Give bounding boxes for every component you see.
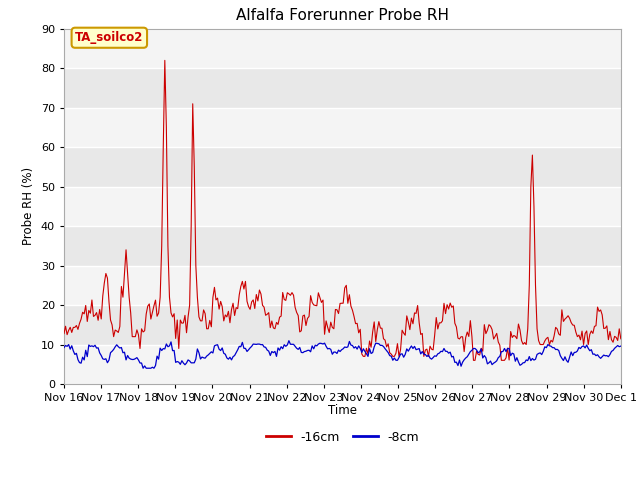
-16cm xyxy=(129,334,136,339)
Bar xyxy=(64,108,621,147)
-16cm xyxy=(589,331,596,336)
-16cm xyxy=(161,58,169,63)
Text: TA_soilco2: TA_soilco2 xyxy=(75,31,143,44)
-16cm xyxy=(246,306,254,312)
-8cm xyxy=(617,343,625,349)
-8cm xyxy=(129,357,136,362)
Bar xyxy=(64,187,621,226)
-8cm xyxy=(285,338,292,344)
-8cm xyxy=(589,351,596,357)
X-axis label: Time: Time xyxy=(328,405,357,418)
-16cm xyxy=(228,307,236,312)
-16cm xyxy=(255,287,263,293)
Line: -16cm: -16cm xyxy=(64,60,621,360)
-16cm xyxy=(470,358,477,363)
Line: -8cm: -8cm xyxy=(64,341,621,368)
Y-axis label: Probe RH (%): Probe RH (%) xyxy=(22,168,35,245)
-8cm xyxy=(255,341,263,347)
Bar xyxy=(64,345,621,384)
-8cm xyxy=(307,349,314,355)
Legend: -16cm, -8cm: -16cm, -8cm xyxy=(260,426,424,449)
Title: Alfalfa Forerunner Probe RH: Alfalfa Forerunner Probe RH xyxy=(236,9,449,24)
Bar xyxy=(64,29,621,68)
-8cm xyxy=(228,357,236,363)
-8cm xyxy=(246,345,254,351)
-16cm xyxy=(60,331,68,336)
-16cm xyxy=(617,336,625,342)
-16cm xyxy=(305,313,313,319)
-8cm xyxy=(140,365,147,371)
-8cm xyxy=(60,345,68,350)
Bar xyxy=(64,265,621,305)
